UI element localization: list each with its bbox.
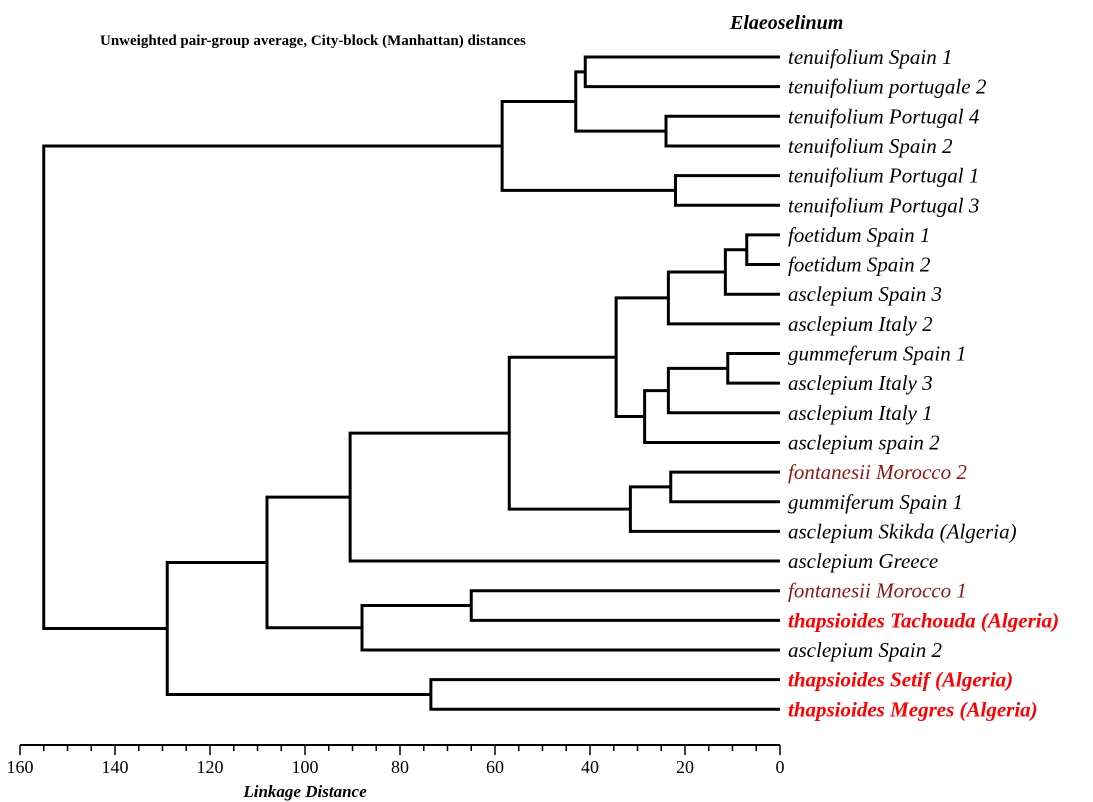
x-axis: 160 140 120 100 80 60 40 20 0 (7, 744, 785, 777)
x-tick-label-7: 20 (676, 757, 694, 777)
leaf-label-6: foetidum Spain 1 (788, 223, 930, 247)
x-tick-label-1: 140 (102, 757, 129, 777)
leaf-label-15: gummiferum Spain 1 (788, 490, 963, 514)
merge-0 (583, 55, 780, 89)
merge-3 (674, 174, 780, 207)
leaf-label-13: asclepium spain 2 (788, 430, 940, 454)
leaf-label-14: fontanesii Morocco 2 (788, 460, 967, 484)
chart-title: Unweighted pair-group average, City-bloc… (100, 33, 526, 49)
x-tick-label-0: 160 (7, 757, 34, 777)
x-tick-label-8: 0 (776, 757, 785, 777)
leaf-label-8: asclepium Spain 3 (788, 282, 942, 306)
leaf-label-21: thapsioides Setif (Algeria) (788, 668, 1013, 692)
merge-8 (726, 352, 780, 385)
merge-16 (469, 589, 780, 622)
leaf-label-19: thapsioides Tachouda (Algeria) (788, 608, 1059, 632)
leaf-label-5: tenuifolium Portugal 3 (788, 193, 979, 217)
merge-2 (574, 70, 666, 133)
merge-12 (669, 470, 780, 504)
x-tick-label-5: 60 (486, 757, 504, 777)
leaf-label-3: tenuifolium Spain 2 (788, 134, 953, 158)
merge-6 (723, 248, 780, 296)
leaf-label-12: asclepium Italy 1 (788, 401, 933, 425)
merge-19 (429, 678, 780, 711)
merge-10 (643, 389, 780, 444)
x-axis-label: Linkage Distance (242, 782, 367, 801)
leaf-label-0: tenuifolium Spain 1 (788, 45, 953, 69)
merge-11 (614, 296, 669, 419)
merge-15 (348, 431, 780, 563)
leaf-label-11: asclepium Italy 3 (788, 371, 933, 395)
x-tick-label-2: 120 (197, 757, 224, 777)
merge-14 (507, 355, 631, 511)
leaf-label-7: foetidum Spain 2 (788, 253, 931, 277)
leaf-label-1: tenuifolium portugale 2 (788, 75, 987, 99)
leaf-label-22: thapsioides Megres (Algeria) (788, 697, 1038, 721)
merge-5 (745, 233, 780, 267)
merge-18 (265, 495, 362, 630)
merge-1 (664, 114, 780, 148)
x-tick-label-6: 40 (581, 757, 599, 777)
leaf-label-10: gummeferum Spain 1 (788, 342, 966, 366)
leaf-label-17: asclepium Greece (788, 549, 938, 573)
merge-13 (628, 485, 780, 533)
leaf-label-20: asclepium Spain 2 (788, 638, 942, 662)
x-tick-label-3: 100 (292, 757, 319, 777)
leaf-label-16: asclepium Skikda (Algeria) (788, 519, 1017, 543)
leaf-label-4: tenuifolium Portugal 1 (788, 164, 979, 188)
genus-label: Elaeoselinum (729, 12, 843, 34)
leaf-labels: tenuifolium Spain 1 tenuifolium portugale… (788, 45, 1059, 721)
merge-4 (500, 99, 676, 192)
leaf-label-18: fontanesii Morocco 1 (788, 579, 967, 603)
leaf-label-2: tenuifolium Portugal 4 (788, 104, 980, 128)
merge-21 (42, 144, 503, 630)
leaf-label-9: asclepium Italy 2 (788, 312, 933, 336)
merge-9 (666, 366, 780, 415)
x-tick-label-4: 80 (391, 757, 409, 777)
branches (42, 55, 780, 711)
merge-17 (360, 604, 780, 652)
